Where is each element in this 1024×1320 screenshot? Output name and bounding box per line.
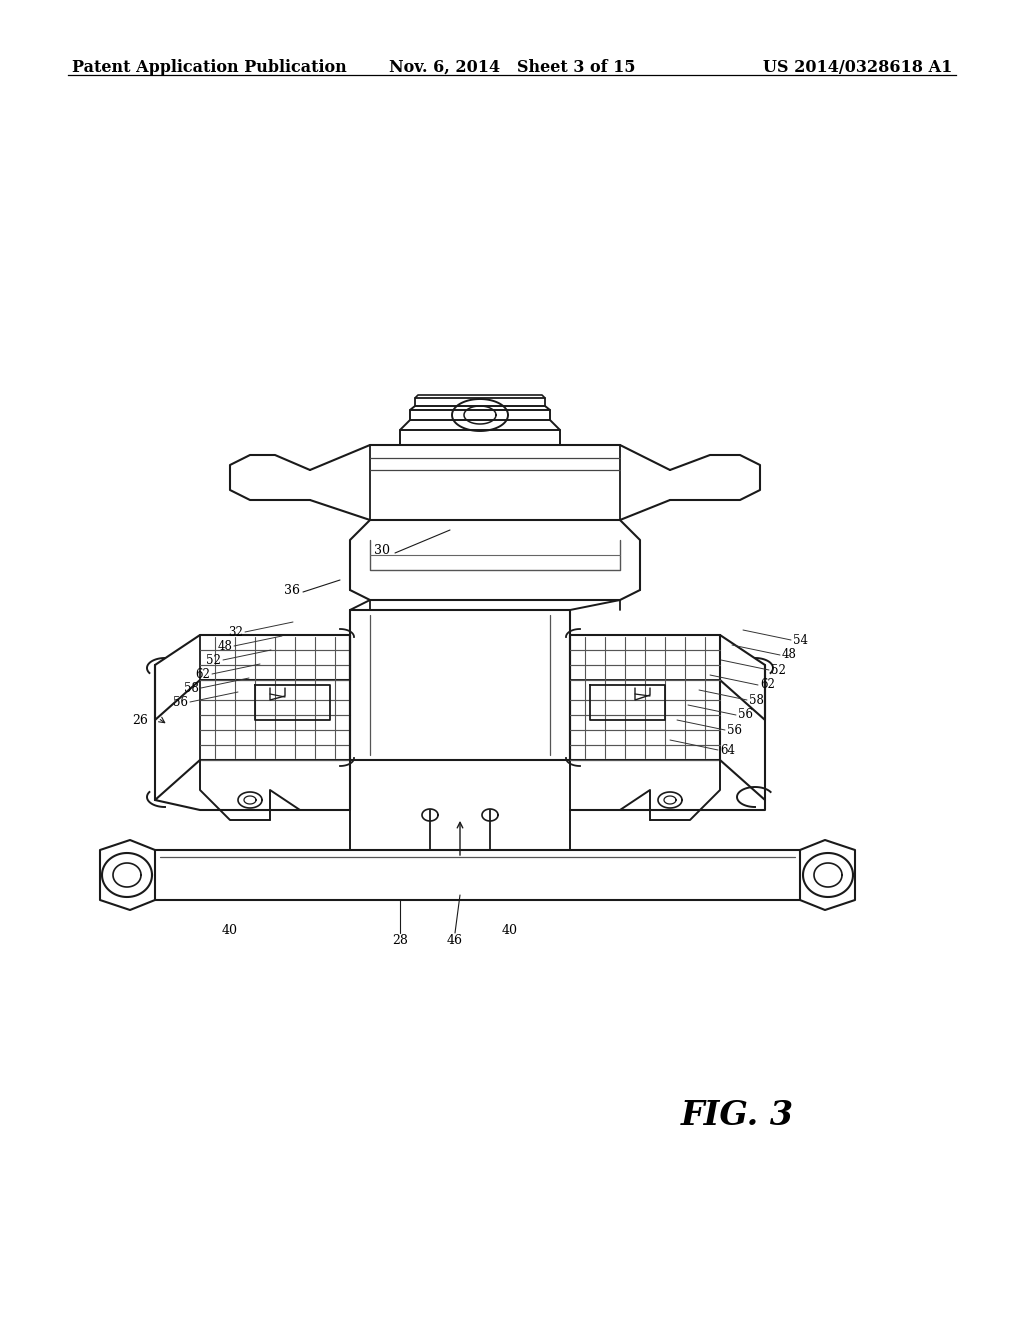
Text: 48: 48	[217, 639, 232, 652]
Text: 40: 40	[222, 924, 238, 936]
Text: 64: 64	[720, 743, 735, 756]
Text: 56: 56	[727, 723, 742, 737]
Text: 56: 56	[738, 709, 753, 722]
Text: 52: 52	[206, 653, 221, 667]
Text: 54: 54	[793, 634, 808, 647]
Text: 48: 48	[782, 648, 797, 661]
Text: 40: 40	[502, 924, 518, 936]
Text: Nov. 6, 2014   Sheet 3 of 15: Nov. 6, 2014 Sheet 3 of 15	[389, 58, 635, 75]
Text: FIG. 3: FIG. 3	[681, 1098, 794, 1133]
Text: 28: 28	[392, 933, 408, 946]
Text: Patent Application Publication: Patent Application Publication	[72, 58, 347, 75]
Text: 32: 32	[228, 626, 243, 639]
Text: 30: 30	[374, 544, 390, 557]
Text: 62: 62	[760, 678, 775, 692]
Text: 46: 46	[447, 933, 463, 946]
Text: 58: 58	[184, 681, 199, 694]
Text: 26: 26	[132, 714, 148, 726]
Text: 58: 58	[749, 693, 764, 706]
Text: 36: 36	[284, 583, 300, 597]
Text: 62: 62	[196, 668, 210, 681]
Text: US 2014/0328618 A1: US 2014/0328618 A1	[763, 58, 952, 75]
Text: 56: 56	[173, 696, 188, 709]
Text: 52: 52	[771, 664, 785, 676]
